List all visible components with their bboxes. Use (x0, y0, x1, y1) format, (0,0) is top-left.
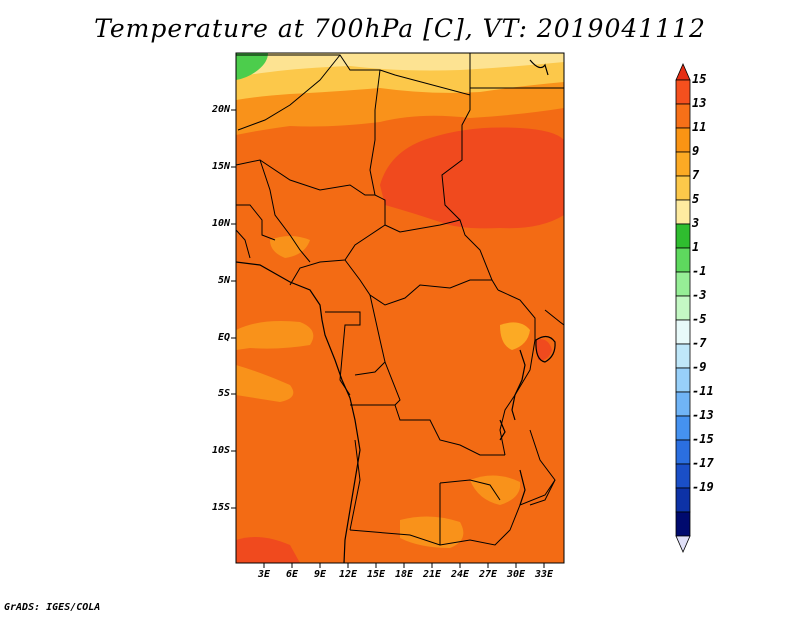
colorbar-segment (675, 127, 691, 153)
colorbar-segment (675, 463, 691, 489)
colorbar-label: -5 (692, 312, 707, 326)
colorbar-segment (675, 199, 691, 225)
credit-text: GrADS: IGES/COLA (4, 602, 101, 613)
field-north-pale (236, 53, 564, 78)
colorbar-segment (675, 103, 691, 129)
colorbar-label: -11 (692, 384, 714, 398)
coastlines-lakes (236, 59, 556, 563)
lat-label-5s: 5S (217, 388, 230, 399)
country-borders (236, 53, 564, 546)
axis-ticks (231, 109, 545, 568)
field-east-light (500, 322, 530, 350)
chart-title: Temperature at 700hPa [C], VT: 201904111… (94, 14, 706, 43)
colorbar-label: 3 (692, 216, 700, 230)
colorbar-segment (675, 343, 691, 369)
lat-label-5n: 5N (217, 275, 230, 286)
lon-label-21e: 21E (422, 569, 442, 580)
colorbar-label: 1 (692, 240, 700, 254)
lat-label-10s: 10S (211, 445, 230, 456)
lon-label-33e: 33E (534, 569, 554, 580)
colorbar-segment (675, 175, 691, 201)
temperature-field (236, 53, 564, 563)
colorbar-segment (675, 511, 691, 537)
colorbar-segment (675, 367, 691, 393)
colorbar-label: 15 (692, 72, 707, 86)
colorbar-segment (675, 151, 691, 177)
lon-label-27e: 27E (478, 569, 498, 580)
field-warm-core (380, 127, 564, 229)
lon-label-30e: 30E (506, 569, 526, 580)
colorbar-segment (675, 295, 691, 321)
colorbar-label: 7 (692, 168, 700, 182)
map-frame (235, 52, 565, 564)
lat-label-eq: EQ (217, 332, 230, 343)
lat-label-15s: 15S (211, 502, 230, 513)
field-mid-light (270, 236, 310, 258)
lat-label-10n: 10N (211, 218, 230, 229)
field-east-red (535, 339, 552, 361)
colorbar-label: -15 (692, 432, 714, 446)
lon-label-15e: 15E (366, 569, 386, 580)
colorbar-segment (675, 439, 691, 465)
colorbar-label: -19 (692, 480, 714, 494)
lon-label-24e: 24E (450, 569, 470, 580)
colorbar-segment (675, 271, 691, 297)
colorbar-label: -3 (692, 288, 707, 302)
colorbar-segment (675, 319, 691, 345)
lon-label-9e: 9E (313, 569, 327, 580)
colorbar (675, 63, 691, 553)
colorbar-label: -7 (692, 336, 707, 350)
field-south-red (236, 536, 300, 563)
colorbar-segment (675, 79, 691, 105)
field-west-coast-light (236, 321, 314, 350)
lon-label-6e: 6E (285, 569, 299, 580)
field-green-patch (236, 53, 268, 80)
colorbar-label: -13 (692, 408, 714, 422)
colorbar-label: -9 (692, 360, 707, 374)
colorbar-label: 11 (692, 120, 707, 134)
colorbar-label: 13 (692, 96, 707, 110)
colorbar-segment (675, 391, 691, 417)
colorbar-top-arrow (675, 63, 691, 81)
colorbar-segment (675, 223, 691, 249)
lat-label-20n: 20N (211, 104, 230, 115)
colorbar-segment (675, 247, 691, 273)
colorbar-label: -17 (692, 456, 714, 470)
lon-label-12e: 12E (338, 569, 358, 580)
colorbar-bottom-arrow (675, 535, 691, 553)
colorbar-label: -1 (692, 264, 707, 278)
colorbar-segment (675, 487, 691, 513)
field-south-light (400, 516, 464, 548)
colorbar-label: 5 (692, 192, 700, 206)
lat-label-15n: 15N (211, 161, 230, 172)
colorbar-segment (675, 415, 691, 441)
lon-label-18e: 18E (394, 569, 414, 580)
field-sw-light (236, 365, 294, 402)
colorbar-label: 9 (692, 144, 700, 158)
lon-label-3e: 3E (257, 569, 271, 580)
